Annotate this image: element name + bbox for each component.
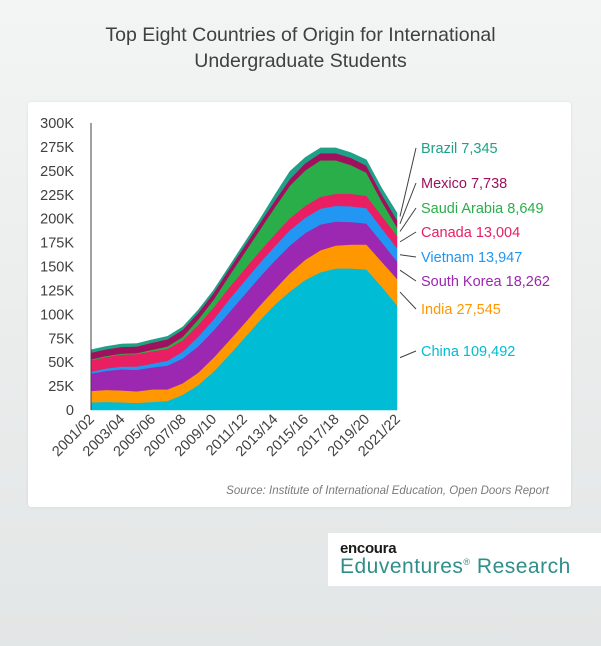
brand-logo: encoura Eduventures® Research: [328, 533, 601, 586]
leader-line-saudi-arabia: [399, 207, 417, 232]
end-label-vietnam: Vietnam 13,947: [421, 250, 522, 266]
y-tick-label: 25K: [48, 379, 74, 395]
y-tick-label: 200K: [40, 212, 74, 228]
chart-title-line-2: Undergraduate Students: [194, 50, 407, 72]
brand-registered-mark: ®: [463, 557, 471, 567]
leader-line-vietnam: [399, 254, 417, 258]
end-label-india: India 27,545: [421, 302, 501, 318]
brand-name-main: Eduventures: [340, 555, 464, 578]
leader-line-south-korea: [399, 269, 417, 282]
leader-line-india: [399, 291, 417, 310]
y-tick-label: 50K: [48, 355, 74, 371]
y-tick-label: 225K: [40, 188, 74, 204]
y-tick-label: 75K: [48, 331, 74, 347]
chart-title: Top Eight Countries of Origin for Intern…: [0, 22, 601, 74]
y-tick-label: 150K: [40, 260, 74, 276]
y-tick-label: 275K: [40, 140, 74, 156]
series-end-labels: Brazil 7,345 Mexico 7,738 Saudi Arabia 8,6…: [421, 141, 550, 360]
y-tick-label: 100K: [40, 307, 74, 323]
leader-line-mexico: [399, 182, 417, 224]
brand-wordmark: encoura: [340, 540, 397, 557]
chart-card: 0 25K 50K 75K 100K 125K 150K 175K 200K 225K 250K 27…: [28, 102, 571, 507]
brand-name: Eduventures® Research: [340, 555, 571, 579]
x-axis-tick-labels: 2001/022003/042005/062007/082009/102011/…: [49, 412, 403, 460]
stacked-area-chart: 0 25K 50K 75K 100K 125K 150K 175K 200K 225K 250K 27…: [40, 116, 550, 460]
label-leader-lines: [399, 147, 417, 359]
area-brazil: [90, 147, 398, 353]
leader-line-china: [399, 350, 417, 359]
y-tick-label: 300K: [40, 116, 74, 132]
y-tick-label: 125K: [40, 283, 74, 299]
end-label-saudi-arabia: Saudi Arabia 8,649: [421, 201, 544, 217]
end-label-south-korea: South Korea 18,262: [421, 274, 550, 290]
end-label-china: China 109,492: [421, 344, 515, 360]
y-tick-label: 250K: [40, 164, 74, 180]
source-note: Source: Institute of International Educa…: [226, 485, 549, 497]
chart-title-line-1: Top Eight Countries of Origin for Intern…: [105, 24, 496, 46]
end-label-canada: Canada 13,004: [421, 225, 520, 241]
leader-line-brazil: [399, 147, 417, 217]
y-tick-label: 175K: [40, 236, 74, 252]
end-label-brazil: Brazil 7,345: [421, 141, 498, 157]
y-tick-label: 0: [66, 403, 74, 419]
y-axis-tick-labels: 0 25K 50K 75K 100K 125K 150K 175K 200K 225K 250K 27…: [40, 116, 74, 419]
series-areas: [90, 147, 398, 411]
leader-line-canada: [399, 231, 417, 243]
brand-name-suffix: Research: [470, 555, 571, 578]
end-label-mexico: Mexico 7,738: [421, 176, 507, 192]
